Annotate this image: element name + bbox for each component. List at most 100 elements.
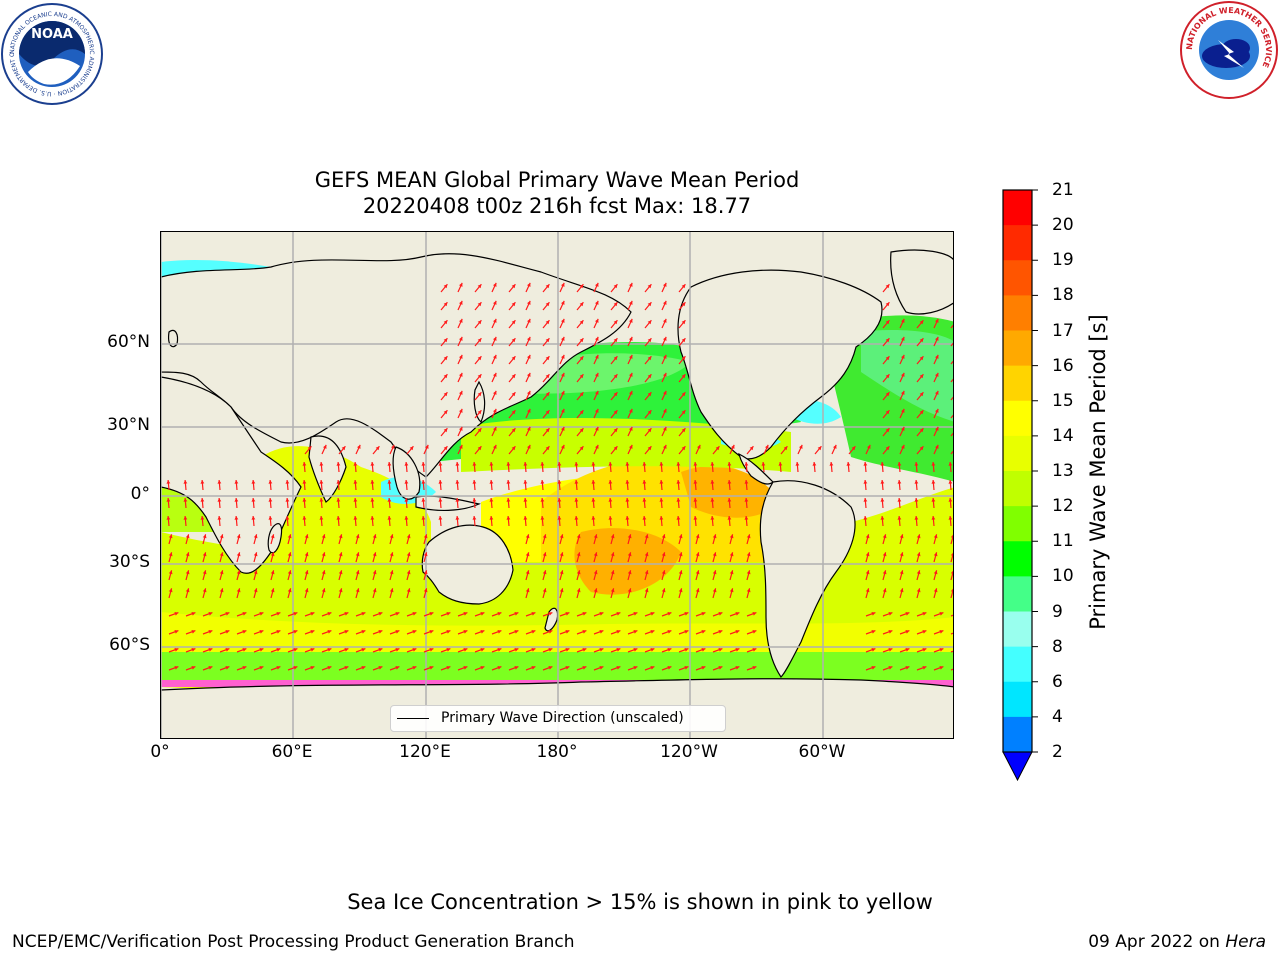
- direction-arrow-head: [493, 282, 497, 287]
- direction-arrow-head: [935, 408, 939, 413]
- direction-arrow-head: [523, 480, 528, 484]
- direction-arrow-head: [880, 462, 885, 466]
- direction-arrow-head: [916, 552, 921, 557]
- direction-arrow-head: [225, 666, 230, 670]
- direction-arrow-head: [493, 426, 497, 431]
- direction-arrow-head: [950, 552, 953, 556]
- direction-arrow-head: [477, 374, 482, 379]
- direction-arrow-head: [579, 392, 584, 397]
- direction-arrow-head: [799, 444, 803, 449]
- direction-arrow-head: [545, 320, 550, 325]
- direction-arrow-head: [493, 300, 497, 305]
- direction-arrow-head: [395, 648, 400, 652]
- direction-arrow-head: [627, 552, 632, 557]
- direction-arrow-head: [338, 552, 343, 557]
- direction-arrow-head: [557, 498, 562, 502]
- direction-arrow-head: [559, 534, 564, 539]
- direction-arrow-head: [744, 480, 749, 484]
- direction-arrow-head: [948, 462, 953, 466]
- direction-arrow-head: [319, 462, 324, 466]
- direction-arrow-head: [914, 498, 919, 502]
- direction-arrow-head: [616, 630, 621, 634]
- direction-arrow-head: [493, 318, 497, 323]
- direction-arrow-head: [185, 552, 190, 557]
- direction-arrow-head: [783, 446, 788, 451]
- direction-arrow-head: [885, 320, 890, 325]
- direction-arrow-head: [511, 392, 516, 397]
- direction-arrow-head: [310, 612, 315, 616]
- direction-arrow-head: [595, 390, 599, 395]
- direction-arrow-head: [939, 648, 944, 652]
- direction-arrow-head: [327, 648, 332, 652]
- direction-arrow-head: [389, 570, 394, 575]
- colorbar-extend-arrow: [1002, 751, 1033, 782]
- nws-logo: NATIONAL WEATHER SERVICE: [1180, 1, 1278, 99]
- lat-label-30s: 30°S: [109, 552, 150, 572]
- direction-arrow-head: [579, 284, 584, 289]
- direction-arrow-head: [613, 320, 618, 325]
- direction-arrow-head: [905, 666, 910, 670]
- direction-arrow-head: [404, 516, 409, 520]
- direction-arrow-head: [443, 410, 448, 415]
- direction-arrow-head: [338, 570, 343, 575]
- direction-arrow: [950, 342, 953, 347]
- direction-arrow-head: [302, 498, 307, 502]
- direction-arrow-head: [375, 446, 380, 451]
- direction-arrow-head: [681, 374, 686, 379]
- direction-arrow-head: [166, 498, 171, 502]
- direction-arrow-head: [897, 516, 902, 520]
- direction-arrow-head: [327, 612, 332, 616]
- direction-arrow-head: [735, 612, 740, 616]
- direction-arrow-head: [684, 648, 689, 652]
- direction-arrow-head: [276, 648, 281, 652]
- direction-arrow-head: [463, 666, 468, 670]
- lon-label-180: 180°: [536, 742, 578, 762]
- direction-arrow-head: [693, 462, 698, 466]
- direction-arrow-head: [225, 648, 230, 652]
- direction-arrow-head: [525, 570, 530, 575]
- direction-arrow-head: [336, 480, 341, 484]
- direction-arrow-head: [701, 612, 706, 616]
- direction-arrow-head: [489, 462, 494, 466]
- direction-arrow-head: [599, 648, 604, 652]
- direction-arrow-head: [729, 552, 734, 557]
- direction-arrow-head: [610, 552, 615, 557]
- direction-arrow-head: [438, 480, 443, 484]
- direction-arrow-head: [695, 588, 700, 593]
- direction-arrow-head: [259, 648, 264, 652]
- direction-arrow-head: [865, 570, 870, 575]
- direction-arrow-head: [443, 284, 448, 289]
- direction-arrow-head: [593, 588, 598, 593]
- direction-arrow-head: [276, 612, 281, 616]
- colorbar-tick-label: 19: [1052, 250, 1074, 271]
- direction-arrow-head: [287, 552, 292, 557]
- direction-arrow-head: [647, 338, 652, 343]
- direction-arrow-head: [647, 356, 652, 361]
- direction-arrow-head: [678, 588, 683, 593]
- direction-arrow-head: [663, 372, 667, 377]
- direction-arrow-head: [616, 612, 621, 616]
- direction-arrow-head: [540, 462, 545, 466]
- direction-arrow-head: [901, 426, 905, 431]
- direction-arrow-head: [378, 612, 383, 616]
- direction-arrow-head: [663, 336, 667, 341]
- direction-arrow-head: [629, 408, 633, 413]
- direction-arrow-head: [752, 648, 757, 652]
- direction-arrow-head: [616, 666, 621, 670]
- direction-arrow-head: [443, 302, 448, 307]
- direction-arrow-head: [429, 666, 434, 670]
- direction-arrow-head: [765, 444, 769, 449]
- direction-arrow-head: [276, 630, 281, 634]
- direction-arrow-head: [480, 612, 485, 616]
- direction-arrow-head: [667, 666, 672, 670]
- direction-arrow-head: [561, 372, 565, 377]
- direction-arrow-head: [629, 354, 633, 359]
- direction-arrow-head: [880, 480, 885, 484]
- direction-arrow-head: [423, 552, 428, 557]
- direction-arrow-head: [935, 318, 939, 323]
- direction-arrow-head: [545, 428, 550, 433]
- direction-arrow-head: [667, 648, 672, 652]
- direction-arrow-head: [697, 444, 701, 449]
- colorbar-title: Primary Wave Mean Period [s]: [1086, 314, 1110, 630]
- direction-arrow-head: [191, 612, 196, 616]
